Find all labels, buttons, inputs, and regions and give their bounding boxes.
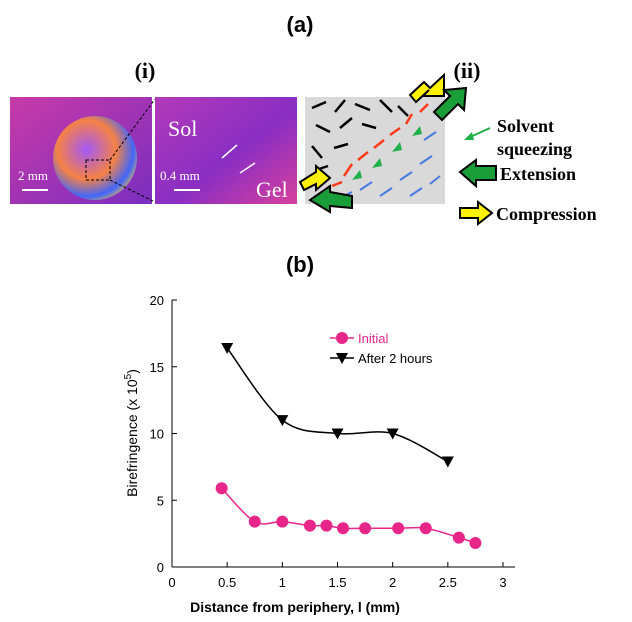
scale-label: 2 mm xyxy=(18,168,48,183)
data-point xyxy=(276,415,288,426)
y-axis-label: Birefringence (x 105) xyxy=(123,369,140,497)
data-point xyxy=(304,520,316,532)
legend-label: After 2 hours xyxy=(358,351,433,366)
arrow-head xyxy=(464,132,474,140)
x-tick-label: 2 xyxy=(389,575,396,590)
sol-label: Sol xyxy=(168,116,197,141)
panel-label: (a) xyxy=(287,12,314,37)
subpanel-label: (ii) xyxy=(454,58,481,83)
data-point xyxy=(276,516,288,528)
data-point xyxy=(359,522,371,534)
y-tick-label: 10 xyxy=(150,427,164,442)
data-point xyxy=(249,516,261,528)
legend-text: Extension xyxy=(500,164,576,184)
scale-label: 0.4 mm xyxy=(160,168,200,183)
compression-icon xyxy=(460,202,492,224)
gel-label: Gel xyxy=(256,177,288,202)
x-axis-label: Distance from periphery, l (mm) xyxy=(190,599,400,615)
y-tick-label: 5 xyxy=(157,493,164,508)
x-tick-label: 1 xyxy=(279,575,286,590)
x-tick-label: 0.5 xyxy=(218,575,236,590)
y-axis-label-end: ) xyxy=(124,369,140,374)
legend-text: Compression xyxy=(496,204,597,224)
legend-text: Solvent xyxy=(497,116,554,136)
legend-marker xyxy=(336,332,348,344)
x-tick-label: 1.5 xyxy=(328,575,346,590)
y-tick-label: 20 xyxy=(150,293,164,308)
x-tick-label: 0 xyxy=(168,575,175,590)
data-point xyxy=(392,522,404,534)
y-tick-label: 15 xyxy=(150,360,164,375)
panel-label: (b) xyxy=(286,252,314,277)
subpanel-label: (i) xyxy=(135,58,156,83)
y-tick-label: 0 xyxy=(157,560,164,575)
legend-text: squeezing xyxy=(497,139,572,159)
figure: (a) (i) (ii) 2 mm 0.4 mm Sol Gel Solvent… xyxy=(0,0,632,622)
x-tick-label: 2.5 xyxy=(439,575,457,590)
data-point xyxy=(469,537,481,549)
data-point xyxy=(453,532,465,544)
data-point xyxy=(320,520,332,532)
series-line xyxy=(222,488,476,543)
data-point xyxy=(337,522,349,534)
legend-label: Initial xyxy=(358,331,388,346)
x-tick-label: 3 xyxy=(499,575,506,590)
data-point xyxy=(216,482,228,494)
data-point xyxy=(442,457,454,468)
extension-icon xyxy=(460,160,496,186)
data-point xyxy=(221,343,233,354)
data-point xyxy=(420,522,432,534)
y-axis-label-text: Birefringence (x 10 xyxy=(124,379,140,497)
